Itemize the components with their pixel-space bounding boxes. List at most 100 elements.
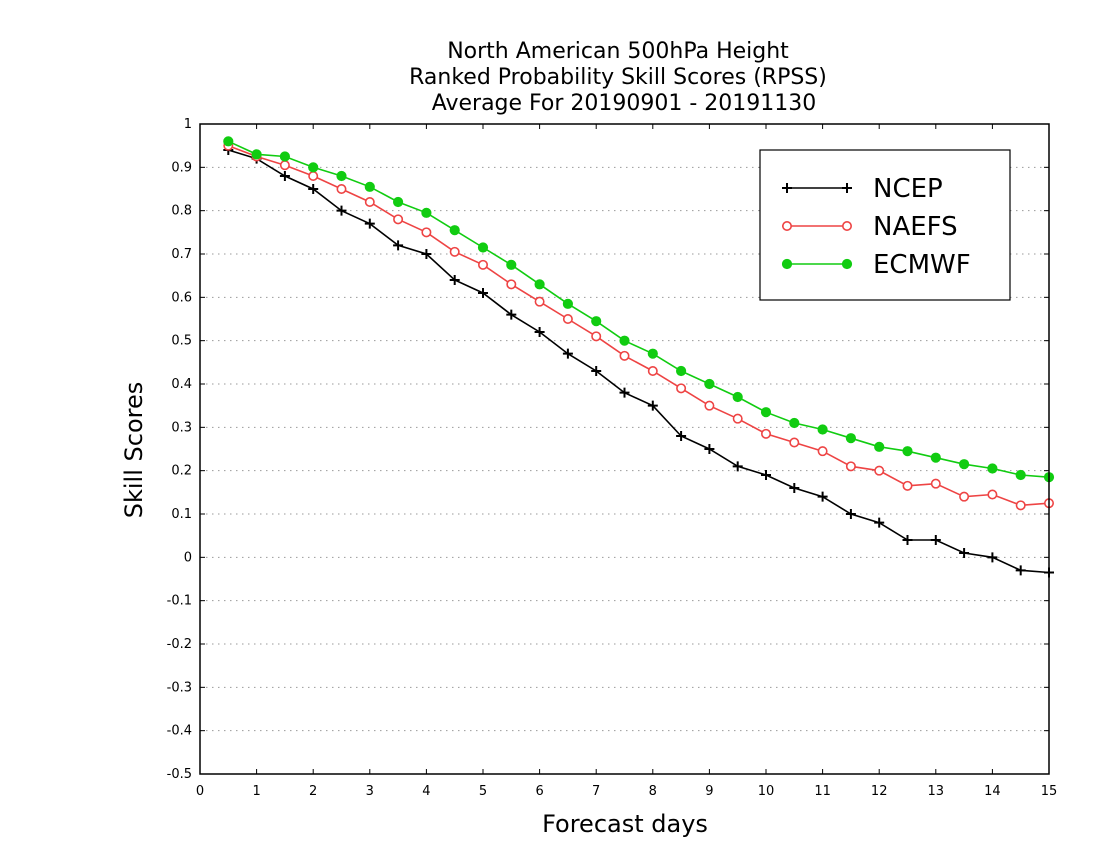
ecmwf-point bbox=[506, 259, 517, 270]
ncep-point bbox=[874, 517, 885, 528]
ecmwf-point bbox=[421, 207, 432, 218]
legend-label: ECMWF bbox=[873, 250, 971, 280]
ecmwf-point bbox=[279, 151, 290, 162]
naefs-point bbox=[562, 313, 573, 324]
naefs-point bbox=[308, 171, 319, 182]
ncep-point bbox=[562, 348, 573, 359]
x-tick-label: 8 bbox=[649, 784, 657, 799]
y-tick-label: 0.2 bbox=[171, 464, 192, 479]
plot-frame bbox=[199, 123, 1050, 775]
ecmwf-point bbox=[959, 459, 970, 470]
y-tick-label: 0.9 bbox=[171, 160, 192, 175]
axis-ticks: -0.5 -0.4 -0.3 -0.2 -0.1 0 0.1 0.2 0.3 0.4 0.5 0.6 0… bbox=[167, 117, 1058, 799]
ecmwf-point bbox=[704, 378, 715, 390]
x-tick-label: 0 bbox=[196, 784, 204, 799]
naefs-point bbox=[393, 214, 404, 225]
ecmwf-point bbox=[902, 446, 913, 457]
legend-item-ncep: NCEP bbox=[782, 174, 943, 204]
y-tick-label: 0.7 bbox=[171, 247, 192, 262]
ncep-point bbox=[308, 184, 319, 194]
ecmwf-point bbox=[534, 279, 545, 290]
ecmwf-point bbox=[817, 424, 828, 435]
ncep-point bbox=[902, 535, 913, 545]
naefs-point bbox=[676, 383, 687, 394]
chart-title-line-3: Average For 20190901 - 20191130 bbox=[432, 91, 817, 116]
y-tick-label: 0.5 bbox=[171, 334, 192, 349]
y-tick-label: 0.6 bbox=[171, 290, 192, 305]
ecmwf-point bbox=[930, 452, 941, 463]
ecmwf-point bbox=[760, 407, 772, 418]
naefs-point bbox=[591, 331, 602, 342]
naefs-point bbox=[1015, 500, 1026, 511]
legend-marker bbox=[781, 258, 793, 270]
naefs-point bbox=[902, 480, 913, 491]
ncep-point bbox=[647, 400, 658, 411]
ncep-point bbox=[817, 491, 828, 502]
ncep-point bbox=[591, 366, 602, 376]
x-tick-label: 4 bbox=[422, 784, 430, 799]
ecmwf-point bbox=[874, 441, 885, 452]
x-tick-label: 9 bbox=[705, 784, 713, 799]
x-tick-label: 14 bbox=[984, 784, 1001, 799]
naefs-point bbox=[619, 350, 630, 361]
x-tick-label: 15 bbox=[1041, 784, 1058, 799]
x-tick-label: 12 bbox=[871, 784, 888, 799]
x-tick-label: 5 bbox=[479, 784, 487, 799]
y-tick-label: -0.1 bbox=[167, 594, 192, 609]
naefs-point bbox=[704, 400, 715, 411]
y-tick-label: -0.4 bbox=[167, 724, 192, 739]
legend-marker bbox=[841, 221, 852, 232]
ecmwf-point bbox=[336, 170, 347, 182]
ecmwf-point bbox=[223, 136, 234, 147]
x-tick-label: 13 bbox=[928, 784, 945, 799]
series-ecmwf bbox=[223, 136, 1055, 483]
legend: NCEP NAEFS ECMWF bbox=[759, 149, 1011, 301]
naefs-point bbox=[421, 227, 432, 238]
ecmwf-point bbox=[449, 225, 460, 236]
ncep-point bbox=[959, 548, 970, 558]
ecmwf-point bbox=[732, 391, 743, 403]
y-tick-label: 0 bbox=[184, 550, 192, 565]
ecmwf-point bbox=[676, 365, 687, 377]
ecmwf-point bbox=[845, 433, 857, 444]
legend-marker bbox=[782, 183, 792, 193]
x-tick-label: 3 bbox=[366, 784, 374, 799]
ncep-point bbox=[449, 275, 460, 285]
ncep-point bbox=[987, 552, 998, 563]
naefs-point bbox=[506, 279, 517, 290]
y-tick-label: 1 bbox=[184, 117, 192, 132]
naefs-point bbox=[279, 160, 290, 171]
ncep-point bbox=[789, 483, 800, 493]
legend-marker bbox=[781, 221, 792, 232]
x-tick-label: 6 bbox=[535, 784, 543, 799]
y-tick-label: 0.3 bbox=[171, 420, 192, 435]
legend-box bbox=[759, 149, 1011, 301]
x-axis-label: Forecast days bbox=[542, 810, 708, 838]
ncep-point bbox=[1015, 565, 1026, 576]
naefs-point bbox=[845, 461, 856, 472]
y-tick-label: -0.5 bbox=[167, 767, 192, 782]
naefs-point bbox=[449, 246, 460, 257]
ecmwf-point bbox=[477, 242, 489, 253]
naefs-point bbox=[987, 489, 998, 500]
x-tick-label: 2 bbox=[309, 784, 317, 799]
chart-title-line-1: North American 500hPa Height bbox=[447, 39, 789, 64]
naefs-point bbox=[336, 184, 347, 195]
naefs-point bbox=[477, 259, 488, 270]
naefs-point bbox=[364, 197, 375, 208]
ncep-point bbox=[704, 444, 715, 454]
ncep-point bbox=[421, 249, 432, 259]
x-tick-label: 11 bbox=[814, 784, 831, 799]
ecmwf-point bbox=[591, 316, 602, 327]
ecmwf-point bbox=[364, 181, 375, 192]
naefs-point bbox=[732, 413, 743, 424]
ecmwf-point bbox=[308, 162, 319, 173]
y-axis-label: Skill Scores bbox=[120, 382, 148, 519]
y-tick-label: 0.8 bbox=[171, 204, 192, 219]
ncep-point bbox=[619, 387, 630, 398]
legend-marker bbox=[841, 258, 853, 270]
ncep-point bbox=[279, 171, 290, 181]
naefs-point bbox=[789, 437, 800, 448]
